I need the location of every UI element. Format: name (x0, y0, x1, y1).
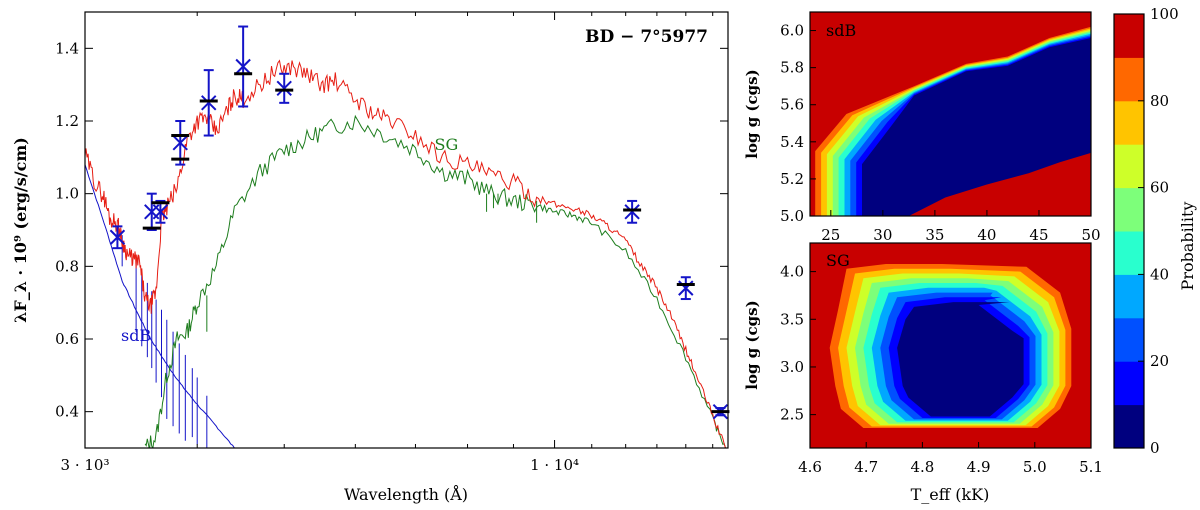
sed-curves (85, 59, 726, 448)
colorbar-segment (1114, 404, 1144, 449)
sed-y-tick-label: 1.4 (55, 39, 79, 57)
colorbar-segment (1114, 231, 1144, 275)
photometry-marker (172, 135, 188, 151)
colorbar-tick-label: 0 (1150, 439, 1160, 457)
colorbar-segment (1114, 361, 1144, 406)
sg-x-tick-label: 5.1 (1079, 458, 1103, 476)
sed-x-tick-label: 3 · 10³ (61, 456, 110, 474)
sed-annotation-sdb: sdB (121, 326, 151, 345)
sdb-x-tick-label: 45 (1029, 226, 1048, 244)
sg-x-tick-label: 4.6 (798, 458, 822, 476)
sed-y-axis-label: λF_λ · 10⁹ (erg/s/cm) (11, 137, 30, 323)
sg-contour-fills (810, 243, 1091, 448)
sed-y-tick-label: 0.8 (55, 257, 79, 275)
photometry-marker (152, 204, 169, 220)
colorbar-ticks: 0 20 40 60 80 100 (1138, 5, 1179, 457)
sed-axes-frame (84, 11, 729, 449)
colorbar-segment (1114, 100, 1144, 145)
sg-x-tick-label: 5.0 (1023, 458, 1047, 476)
sdb-y-tick-label: 6.0 (780, 22, 804, 40)
colorbar-tick-label: 80 (1150, 92, 1169, 110)
sdb-y-tick-label: 5.0 (780, 207, 804, 225)
sdb-contour-fills (810, 12, 1091, 216)
colorbar-tick-label: 60 (1150, 179, 1169, 197)
colorbar-segment (1114, 57, 1144, 102)
sdb-y-axis-label: log g (cgs) (743, 69, 761, 158)
photometry-marker (109, 229, 126, 245)
sg-model-line (144, 114, 726, 448)
sdb-y-tick-label: 5.4 (780, 133, 804, 151)
sed-x-axis-label: Wavelength (Å) (344, 484, 468, 504)
sdb-x-tick-label: 35 (925, 226, 944, 244)
sg-y-tick-label: 2.5 (780, 406, 804, 424)
sdb-panel-label: sdB (826, 21, 856, 40)
sdb-y-tick-label: 5.6 (780, 96, 804, 114)
sdb-x-tick-label: 30 (873, 226, 892, 244)
sg-y-tick-label: 3.0 (780, 358, 804, 376)
photometry-marker (276, 80, 292, 97)
sg-y-axis-label: log g (cgs) (743, 300, 761, 389)
photometry-marker (624, 204, 640, 220)
sdb-x-tick-label: 50 (1081, 226, 1100, 244)
colorbar-segment (1114, 14, 1144, 58)
sdb-ticks: 25 30 35 40 45 50 5.0 5.2 5.4 5.6 5.8 6.0 (780, 22, 1100, 244)
sg-y-tick-label: 4.0 (780, 263, 804, 281)
sed-ticks: 0.4 0.6 0.8 1.0 1.2 1.4 3 · 10³ 1 · 10⁴ (55, 12, 728, 474)
sdb-contour-panel: 25 30 35 40 45 50 5.0 5.2 5.4 5.6 5.8 6.0 sdB log g… (743, 11, 1101, 244)
sed-y-tick-label: 1.0 (55, 185, 79, 203)
sg-contour-level (897, 302, 1024, 417)
sed-y-tick-label: 0.6 (55, 330, 79, 348)
sdb-contour-level (862, 38, 1091, 216)
sed-panel: 0.4 0.6 0.8 1.0 1.2 1.4 3 · 10³ 1 · 10⁴ BD − 7°… (11, 11, 730, 504)
sg-x-tick-label: 4.9 (967, 458, 991, 476)
colorbar-tick-label: 100 (1150, 5, 1179, 23)
sg-x-tick-label: 4.8 (910, 458, 934, 476)
colorbar-segment (1114, 144, 1144, 189)
colorbar: 0 20 40 60 80 100 Probability (1113, 5, 1197, 457)
sed-annotation-sg: SG (434, 135, 458, 154)
sed-x-tick-label: 1 · 10⁴ (530, 456, 579, 474)
colorbar-tick-label: 20 (1150, 352, 1169, 370)
sdb-y-tick-label: 5.2 (780, 170, 804, 188)
sed-y-tick-label: 0.4 (55, 403, 79, 421)
sdb-x-tick-label: 40 (977, 226, 996, 244)
sdb-axes-frame (809, 11, 1092, 217)
sg-x-axis-label: T_eff (kK) (911, 485, 990, 504)
colorbar-segment (1114, 317, 1144, 362)
colorbar-segments (1114, 14, 1144, 449)
sdb-y-tick-label: 5.8 (780, 59, 804, 77)
sed-photometry (109, 25, 730, 420)
sg-axes-frame (809, 242, 1092, 449)
sed-y-tick-label: 1.2 (55, 112, 79, 130)
sg-x-tick-label: 4.7 (854, 458, 878, 476)
colorbar-segment (1114, 274, 1144, 319)
colorbar-segment (1114, 187, 1144, 232)
colorbar-frame (1113, 13, 1145, 449)
colorbar-tick-label: 40 (1150, 265, 1169, 283)
sg-ticks: 4.6 4.7 4.8 4.9 5.0 5.1 2.5 3.0 3.5 4.0 (780, 263, 1103, 476)
colorbar-label: Probability (1178, 202, 1197, 291)
composite-model-line (85, 59, 726, 448)
photometry-marker (235, 58, 251, 75)
sg-y-tick-label: 3.5 (780, 310, 804, 328)
sg-contour-panel: 4.6 4.7 4.8 4.9 5.0 5.1 2.5 3.0 3.5 4.0 SG log g … (743, 242, 1103, 504)
sdb-x-tick-label: 25 (821, 226, 840, 244)
sed-title: BD − 7°5977 (585, 27, 708, 47)
photometry-marker (201, 95, 217, 111)
sg-panel-label: SG (826, 251, 850, 270)
